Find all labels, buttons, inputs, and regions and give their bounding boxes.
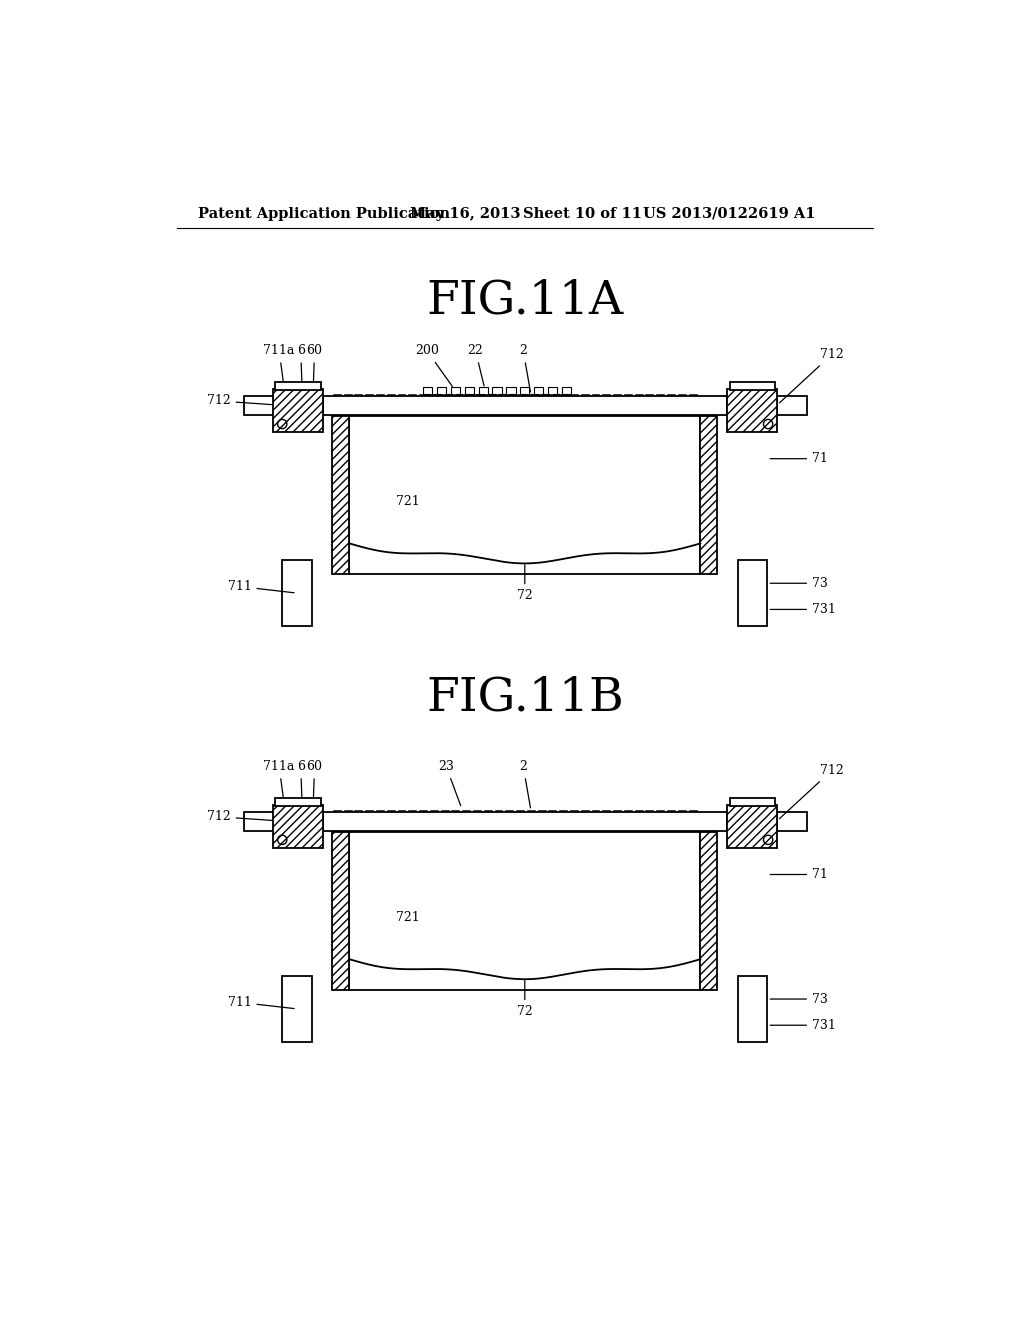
Bar bbox=[273, 389, 323, 432]
Bar bbox=[244, 396, 274, 414]
Text: 73: 73 bbox=[770, 577, 827, 590]
Text: Patent Application Publication: Patent Application Publication bbox=[199, 207, 451, 220]
Text: FIG.11A: FIG.11A bbox=[426, 279, 624, 323]
Text: 731: 731 bbox=[770, 603, 836, 616]
Bar bbox=[451, 387, 460, 395]
Text: 731: 731 bbox=[770, 1019, 836, 1032]
Bar bbox=[777, 396, 807, 414]
Bar bbox=[273, 805, 323, 847]
Text: 22: 22 bbox=[468, 345, 484, 385]
Text: FIG.11B: FIG.11B bbox=[426, 675, 624, 719]
Text: 712: 712 bbox=[207, 395, 271, 408]
Text: 711a: 711a bbox=[263, 345, 295, 383]
Bar bbox=[283, 560, 311, 626]
Bar bbox=[333, 416, 349, 574]
Text: 2: 2 bbox=[519, 345, 530, 392]
Bar bbox=[478, 387, 487, 395]
Bar bbox=[506, 387, 515, 395]
Bar bbox=[535, 387, 544, 395]
Text: 71: 71 bbox=[770, 453, 827, 465]
Bar bbox=[423, 387, 432, 395]
Bar bbox=[777, 812, 807, 830]
Text: 60: 60 bbox=[306, 760, 323, 805]
Text: 711: 711 bbox=[227, 579, 294, 593]
Bar bbox=[738, 560, 767, 626]
Text: 71: 71 bbox=[770, 869, 827, 880]
Text: 23: 23 bbox=[438, 760, 461, 805]
Text: 200: 200 bbox=[415, 345, 453, 387]
Text: 712: 712 bbox=[779, 348, 844, 403]
Text: 72: 72 bbox=[517, 981, 532, 1018]
Bar bbox=[493, 387, 502, 395]
Bar bbox=[727, 805, 777, 847]
Text: 711a: 711a bbox=[263, 760, 295, 799]
Bar bbox=[730, 383, 775, 391]
Bar bbox=[275, 383, 321, 391]
Text: 712: 712 bbox=[207, 810, 271, 824]
Text: 2: 2 bbox=[519, 760, 530, 808]
Text: 72: 72 bbox=[517, 565, 532, 602]
Bar bbox=[738, 977, 767, 1041]
Bar bbox=[437, 387, 446, 395]
Bar bbox=[548, 387, 557, 395]
Bar bbox=[700, 416, 717, 574]
Text: Sheet 10 of 11: Sheet 10 of 11 bbox=[523, 207, 642, 220]
Bar bbox=[730, 799, 775, 807]
Bar bbox=[700, 832, 717, 990]
Bar bbox=[323, 812, 727, 830]
Bar bbox=[465, 387, 474, 395]
Text: 721: 721 bbox=[396, 911, 420, 924]
Text: 60: 60 bbox=[306, 345, 323, 389]
Text: 712: 712 bbox=[779, 764, 844, 818]
Text: 73: 73 bbox=[770, 993, 827, 1006]
Bar bbox=[562, 387, 571, 395]
Bar bbox=[275, 799, 321, 807]
Bar bbox=[349, 416, 700, 574]
Bar bbox=[349, 832, 700, 990]
Text: May 16, 2013: May 16, 2013 bbox=[410, 207, 520, 220]
Bar bbox=[283, 977, 311, 1041]
Text: US 2013/0122619 A1: US 2013/0122619 A1 bbox=[643, 207, 815, 220]
Bar bbox=[727, 389, 777, 432]
Text: 6: 6 bbox=[297, 760, 305, 805]
Text: 6: 6 bbox=[297, 345, 305, 389]
Text: 721: 721 bbox=[396, 495, 420, 508]
Bar bbox=[244, 812, 274, 830]
Bar bbox=[333, 832, 349, 990]
Bar bbox=[520, 387, 529, 395]
Text: 711: 711 bbox=[227, 995, 294, 1008]
Bar bbox=[323, 396, 727, 414]
